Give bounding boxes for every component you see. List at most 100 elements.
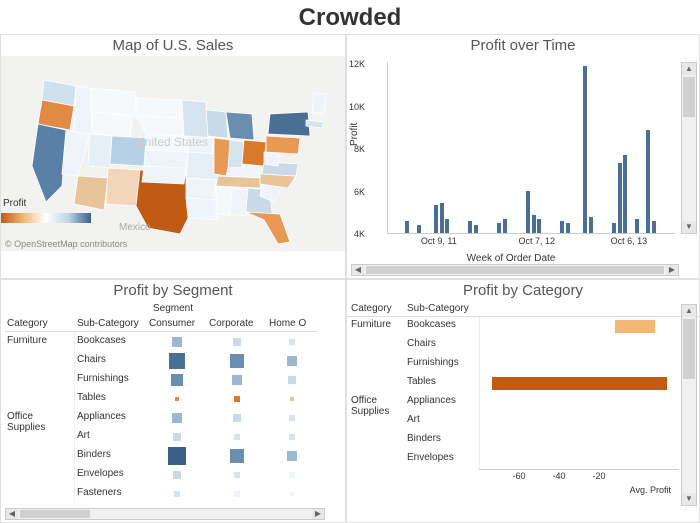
profit-bar[interactable] [526,191,530,233]
state-NV[interactable] [62,130,90,176]
scroll-thumb-h[interactable] [20,510,90,518]
scrollbar-vertical[interactable]: ▲ ▼ [681,62,697,234]
heat-square[interactable] [287,451,297,461]
heat-square[interactable] [233,338,241,346]
state-NY[interactable] [268,112,310,136]
state-FL[interactable] [246,212,290,244]
heat-square[interactable] [234,396,240,402]
heat-square[interactable] [175,397,179,401]
profit-bar[interactable] [618,163,622,233]
category-table[interactable]: CategorySub-CategoryFurnitureBookcasesCh… [347,301,699,495]
heat-square[interactable] [174,491,180,497]
profit-bar[interactable] [440,203,444,233]
scrollbar-vertical[interactable]: ▲ ▼ [681,304,697,506]
heat-square[interactable] [172,337,182,347]
state-OH[interactable] [242,140,266,166]
state-ME[interactable] [312,92,326,114]
profit-bar[interactable] [560,221,564,233]
heat-square[interactable] [230,354,244,368]
state-CA[interactable] [32,124,66,202]
state-KY[interactable] [226,166,264,178]
segment-table[interactable]: CategorySub-CategoryConsumerCorporateHom… [5,316,341,503]
heat-square[interactable] [289,434,295,440]
scrollbar-horizontal[interactable]: ◀ ▶ [351,264,679,276]
state-KS[interactable] [144,150,188,168]
profit-bar[interactable] [417,225,421,233]
scroll-up-icon[interactable]: ▲ [682,305,696,317]
profit-bar[interactable] [589,217,593,233]
state-PA[interactable] [266,136,300,154]
scroll-right-icon[interactable]: ▶ [312,509,324,519]
scrollbar-horizontal[interactable]: ◀ ▶ [5,508,325,520]
scroll-down-icon[interactable]: ▼ [682,221,696,233]
profit-bar[interactable] [646,130,650,233]
state-UT[interactable] [88,134,112,168]
state-WV[interactable] [264,152,280,166]
profit-bar[interactable] [652,221,656,233]
profit-bar[interactable] [566,223,570,233]
state-AL[interactable] [230,188,248,216]
scroll-thumb[interactable] [683,319,695,379]
heat-square[interactable] [234,472,240,478]
state-WI[interactable] [206,110,228,138]
state-TN[interactable] [216,176,262,188]
state-MO[interactable] [186,152,218,180]
heat-square[interactable] [171,374,183,386]
state-IN[interactable] [228,140,244,170]
state-SD[interactable] [136,116,184,136]
scroll-down-icon[interactable]: ▼ [682,493,696,505]
state-MI[interactable] [226,112,254,140]
heat-square[interactable] [232,375,242,385]
profit-bar[interactable] [583,66,587,233]
profit-bar[interactable] [434,205,438,233]
heat-square[interactable] [290,492,294,496]
column-header[interactable]: Sub-Category [75,316,147,332]
heat-square[interactable] [173,433,181,441]
profit-bar[interactable] [492,377,667,390]
state-AZ[interactable] [74,176,108,210]
heat-square[interactable] [168,447,186,465]
column-header[interactable]: Category [347,301,403,317]
heat-square[interactable] [287,356,297,366]
profit-bar[interactable] [612,223,616,233]
column-header[interactable]: Corporate [207,316,267,332]
profit-bar[interactable] [615,320,655,333]
profit-bar[interactable] [537,219,541,233]
state-OK[interactable] [142,166,186,184]
heat-square[interactable] [172,413,182,423]
scroll-up-icon[interactable]: ▲ [682,63,696,75]
heat-square[interactable] [169,353,185,369]
heat-square[interactable] [234,491,240,497]
profit-bar[interactable] [635,219,639,233]
map-body[interactable]: United States Profit Mexico © OpenStreet… [1,56,345,251]
heat-square[interactable] [289,415,295,421]
state-AR[interactable] [186,178,216,200]
heat-square[interactable] [290,397,294,401]
heat-square[interactable] [233,414,241,422]
scroll-thumb[interactable] [683,77,695,117]
profit-bar[interactable] [503,219,507,233]
state-LA[interactable] [186,198,218,220]
state-MS[interactable] [216,186,232,216]
heat-square[interactable] [234,434,240,440]
column-header[interactable]: Category [5,316,75,332]
profit-bar[interactable] [497,223,501,233]
scroll-right-icon[interactable]: ▶ [666,265,678,275]
heat-square[interactable] [288,376,296,384]
column-header[interactable]: Home O [267,316,317,332]
profit-bar[interactable] [474,225,478,233]
profit-bar[interactable] [405,221,409,233]
scroll-left-icon[interactable]: ◀ [352,265,364,275]
profit-bar[interactable] [532,215,536,233]
plot-area[interactable] [387,62,675,234]
scroll-left-icon[interactable]: ◀ [6,509,18,519]
state-MT[interactable] [90,88,136,116]
profit-bar[interactable] [623,155,627,233]
heat-square[interactable] [289,472,295,478]
profit-bar[interactable] [468,221,472,233]
heat-square[interactable] [289,339,295,345]
column-header[interactable]: Sub-Category [403,301,479,317]
state-NM[interactable] [106,168,140,206]
scroll-thumb-h[interactable] [366,266,664,274]
column-header[interactable]: Consumer [147,316,207,332]
